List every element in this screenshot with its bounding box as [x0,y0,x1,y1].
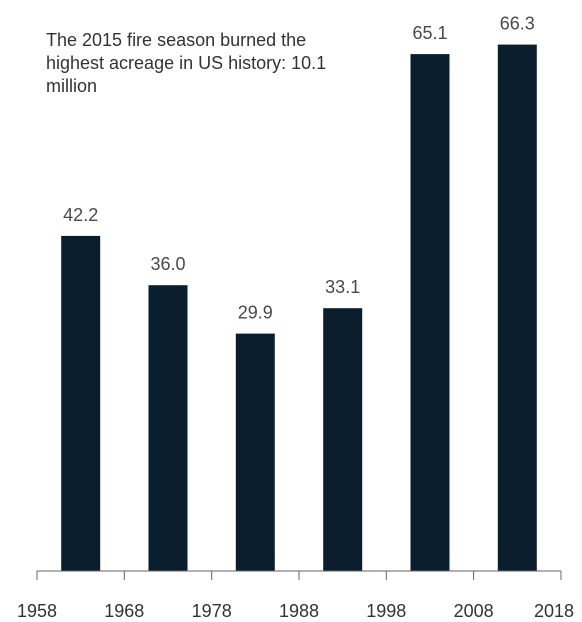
bar-1998-2007 [410,54,450,572]
x-tick-label-2008: 2008 [454,601,494,621]
x-tick-label-1968: 1968 [104,601,144,621]
chart-annotation: The 2015 fire season burned the highest … [46,30,327,96]
value-label-1988-1997: 33.1 [325,277,360,297]
value-label-2008-2017: 66.3 [500,14,535,34]
value-label-1958-1967: 42.2 [63,205,98,225]
x-tick-label-1988: 1988 [279,601,319,621]
x-tick-labels-group: 1958 1968 1978 1988 1998 2008 2018 [17,601,574,621]
value-label-1998-2007: 65.1 [412,23,447,43]
value-labels-group: 42.2 36.0 29.9 33.1 65.1 66.3 [63,14,535,323]
x-tick-label-1998: 1998 [366,601,406,621]
x-tick-label-1958: 1958 [17,601,57,621]
x-ticks-group [36,571,562,580]
bar-1958-1967 [61,235,101,571]
value-label-1968-1977: 36.0 [150,254,185,274]
bar-1978-1987 [235,333,275,571]
bar-1968-1977 [148,285,188,571]
bar-1988-1997 [323,308,363,571]
x-tick-label-1978: 1978 [192,601,232,621]
bar-2008-2017 [497,44,537,572]
bars-group [61,44,537,572]
value-label-1978-1987: 29.9 [238,303,273,323]
x-tick-label-2018: 2018 [534,601,574,621]
